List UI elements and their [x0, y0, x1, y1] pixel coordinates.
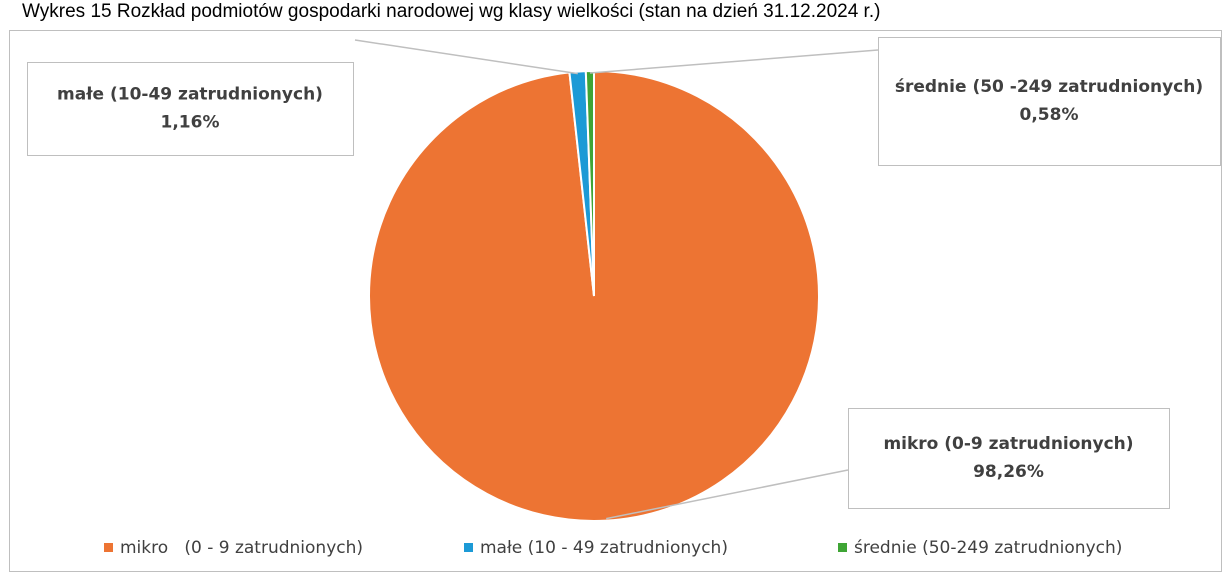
label-box [27, 62, 354, 156]
legend-label: małe (10 - 49 zatrudnionych) [480, 538, 728, 558]
data-label: 0,58% [1020, 105, 1079, 125]
leader-line [589, 49, 879, 74]
legend-swatch [838, 543, 847, 552]
legend-swatch [104, 543, 113, 552]
label-box [878, 37, 1221, 166]
data-label: 98,26% [973, 462, 1044, 482]
legend-label: mikro (0 - 9 zatrudnionych) [120, 538, 363, 558]
leader-line [606, 469, 849, 520]
data-label-name: mikro (0-9 zatrudnionych) [883, 434, 1133, 454]
chart-title: Wykres 15 Rozkład podmiotów gospodarki n… [22, 1, 880, 22]
leader-line [354, 39, 578, 75]
legend-label: średnie (50-249 zatrudnionych) [854, 538, 1122, 558]
data-label-name: średnie (50 -249 zatrudnionych) [895, 77, 1203, 97]
data-label-name: małe (10-49 zatrudnionych) [57, 85, 323, 105]
legend-swatch [464, 543, 473, 552]
pie-slice [584, 69, 595, 297]
label-box [848, 408, 1170, 509]
data-label: 1,16% [161, 113, 220, 133]
